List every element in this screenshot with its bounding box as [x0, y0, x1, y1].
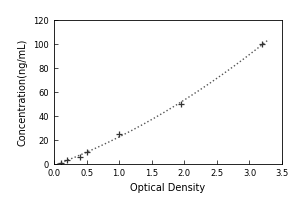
Y-axis label: Concentration(ng/mL): Concentration(ng/mL) — [18, 38, 28, 146]
X-axis label: Optical Density: Optical Density — [130, 183, 206, 193]
